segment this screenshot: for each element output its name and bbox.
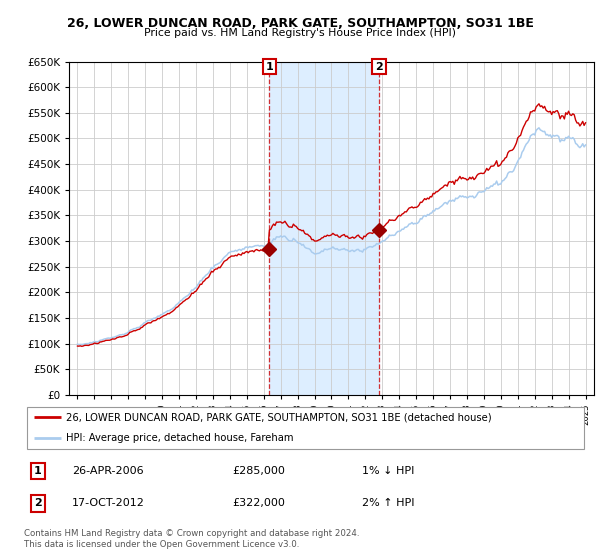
Text: 2: 2 bbox=[375, 62, 383, 72]
Text: 1: 1 bbox=[34, 466, 42, 476]
Text: £322,000: £322,000 bbox=[233, 498, 286, 508]
FancyBboxPatch shape bbox=[27, 407, 584, 449]
Text: 26, LOWER DUNCAN ROAD, PARK GATE, SOUTHAMPTON, SO31 1BE (detached house): 26, LOWER DUNCAN ROAD, PARK GATE, SOUTHA… bbox=[66, 412, 492, 422]
Text: 26, LOWER DUNCAN ROAD, PARK GATE, SOUTHAMPTON, SO31 1BE: 26, LOWER DUNCAN ROAD, PARK GATE, SOUTHA… bbox=[67, 17, 533, 30]
Text: 17-OCT-2012: 17-OCT-2012 bbox=[72, 498, 145, 508]
Bar bbox=[269, 62, 379, 395]
Text: Contains HM Land Registry data © Crown copyright and database right 2024.: Contains HM Land Registry data © Crown c… bbox=[24, 529, 359, 538]
Text: 1% ↓ HPI: 1% ↓ HPI bbox=[362, 466, 415, 476]
Text: 2: 2 bbox=[34, 498, 42, 508]
Text: 26-APR-2006: 26-APR-2006 bbox=[72, 466, 143, 476]
Text: This data is licensed under the Open Government Licence v3.0.: This data is licensed under the Open Gov… bbox=[24, 540, 299, 549]
Text: HPI: Average price, detached house, Fareham: HPI: Average price, detached house, Fare… bbox=[66, 433, 294, 444]
Text: 1: 1 bbox=[265, 62, 273, 72]
Text: Price paid vs. HM Land Registry's House Price Index (HPI): Price paid vs. HM Land Registry's House … bbox=[144, 28, 456, 38]
Text: £285,000: £285,000 bbox=[233, 466, 286, 476]
Text: 2% ↑ HPI: 2% ↑ HPI bbox=[362, 498, 415, 508]
